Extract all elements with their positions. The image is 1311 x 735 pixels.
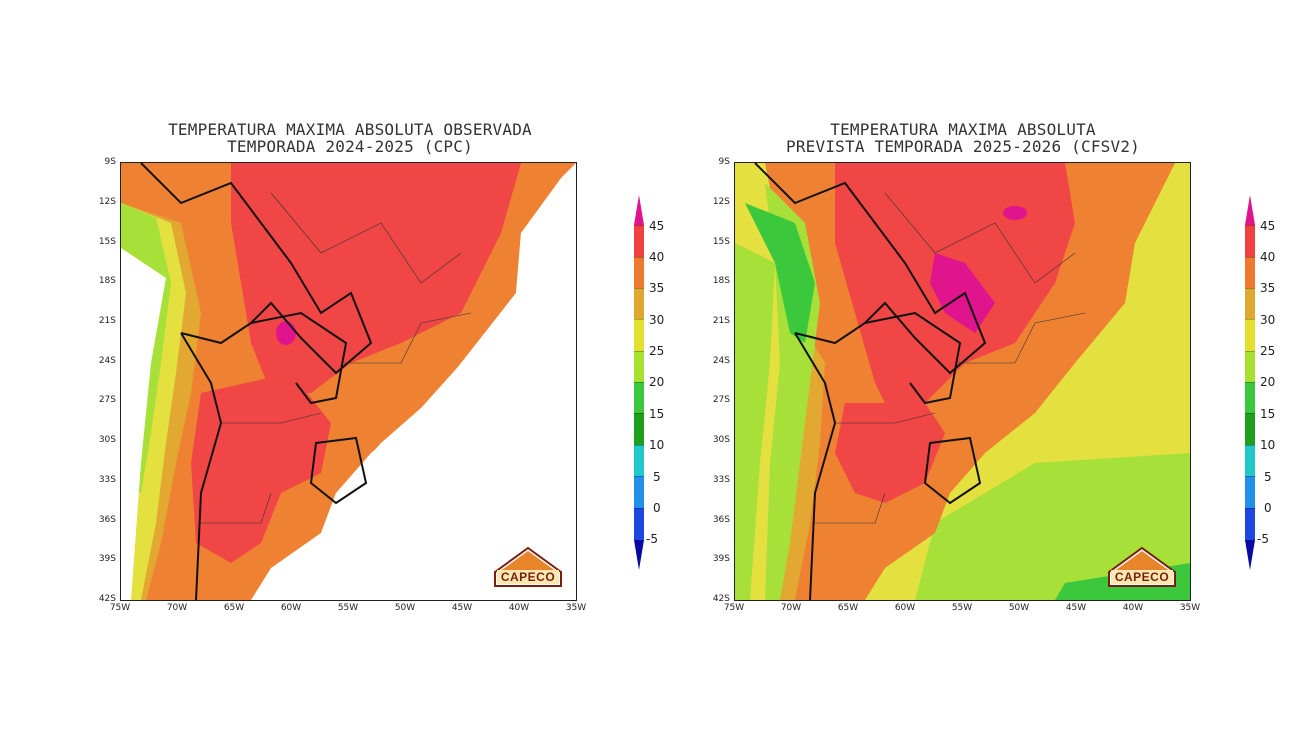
x-tick-label: 55W — [337, 603, 359, 613]
region-cool-pacific — [735, 243, 775, 600]
colorbar-label: 20 — [1260, 375, 1276, 389]
x-tick-label: 50W — [394, 603, 416, 613]
y-tick-label: 24S — [712, 356, 730, 366]
map-forecast — [734, 162, 1191, 601]
colorbar-label: 45 — [649, 219, 665, 233]
panel-forecast: TEMPERATURA MAXIMA ABSOLUTA PREVISTA TEM… — [655, 0, 1311, 735]
region-extreme-spot — [1003, 206, 1027, 220]
colorbar-label: 10 — [1260, 438, 1276, 452]
y-tick-label: 18S — [98, 276, 116, 286]
colorbar-label: 30 — [1260, 313, 1276, 327]
colorbar-label: 15 — [649, 407, 665, 421]
y-tick-label: 39S — [712, 554, 730, 564]
y-tick-label: 21S — [98, 316, 116, 326]
colorbar-label: 30 — [649, 313, 665, 327]
colorbar-label: 0 — [1264, 501, 1272, 515]
logo-text: CAPECO — [500, 570, 556, 584]
y-tick-label: 33S — [98, 475, 116, 485]
colorbar-label: 45 — [1260, 219, 1276, 233]
y-tick-label: 18S — [712, 276, 730, 286]
x-tick-label: 50W — [1008, 603, 1030, 613]
x-tick-label: 35W — [1179, 603, 1201, 613]
x-tick-label: 70W — [780, 603, 802, 613]
logo-text: CAPECO — [1114, 570, 1170, 584]
region-very-hot-north — [231, 163, 521, 393]
x-tick-label: 40W — [508, 603, 530, 613]
x-tick-label: 40W — [1122, 603, 1144, 613]
y-tick-label: 30S — [712, 435, 730, 445]
map-observed — [120, 162, 577, 601]
y-tick-label: 12S — [98, 197, 116, 207]
x-tick-label: 65W — [223, 603, 245, 613]
title-line-2: PREVISTA TEMPORADA 2025-2026 (CFSV2) — [786, 137, 1140, 156]
colorbar-label: 20 — [649, 375, 665, 389]
y-tick-label: 42S — [98, 594, 116, 604]
y-tick-label: 21S — [712, 316, 730, 326]
y-tick-label: 39S — [98, 554, 116, 564]
colorbar — [1245, 195, 1255, 570]
y-tick-label: 24S — [98, 356, 116, 366]
y-tick-label: 42S — [712, 594, 730, 604]
x-tick-label: 75W — [109, 603, 131, 613]
region-extreme-brazil — [930, 253, 995, 333]
title-line-2: TEMPORADA 2024-2025 (CPC) — [227, 137, 473, 156]
colorbar-label: 40 — [649, 250, 665, 264]
colorbar-label: -5 — [646, 532, 658, 546]
x-tick-label: 45W — [451, 603, 473, 613]
x-tick-label: 70W — [166, 603, 188, 613]
y-tick-label: 15S — [98, 237, 116, 247]
title-line-1: TEMPERATURA MAXIMA ABSOLUTA — [830, 120, 1096, 139]
y-tick-label: 36S — [712, 515, 730, 525]
title-line-1: TEMPERATURA MAXIMA ABSOLUTA OBSERVADA — [168, 120, 532, 139]
region-extreme-hotspot — [276, 321, 296, 345]
colorbar-label: 35 — [649, 281, 665, 295]
y-tick-label: 15S — [712, 237, 730, 247]
y-tick-label: 30S — [98, 435, 116, 445]
y-tick-label: 36S — [98, 515, 116, 525]
colorbar-label: -5 — [1257, 532, 1269, 546]
y-tick-label: 9S — [104, 157, 116, 167]
colorbar-label: 35 — [1260, 281, 1276, 295]
capeco-logo: CAPECO — [493, 546, 563, 590]
x-tick-label: 60W — [894, 603, 916, 613]
x-tick-label: 35W — [565, 603, 587, 613]
y-tick-label: 27S — [98, 395, 116, 405]
y-tick-label: 33S — [712, 475, 730, 485]
region-ocean-atlantic — [256, 163, 576, 600]
x-tick-label: 55W — [951, 603, 973, 613]
colorbar-label: 5 — [653, 470, 661, 484]
y-tick-label: 9S — [718, 157, 730, 167]
panel-title: TEMPERATURA MAXIMA ABSOLUTA OBSERVADA TE… — [120, 121, 580, 155]
region-very-hot-south — [191, 373, 331, 563]
colorbar-label: 15 — [1260, 407, 1276, 421]
region-cold-andes — [745, 203, 815, 343]
capeco-logo: CAPECO — [1107, 546, 1177, 590]
y-tick-label: 27S — [712, 395, 730, 405]
region-ocean-pacific — [121, 248, 166, 600]
y-tick-label: 12S — [712, 197, 730, 207]
colorbar-label: 40 — [1260, 250, 1276, 264]
x-tick-label: 60W — [280, 603, 302, 613]
panel-title: TEMPERATURA MAXIMA ABSOLUTA PREVISTA TEM… — [733, 121, 1193, 155]
region-very-hot-central — [835, 403, 945, 503]
colorbar-label: 25 — [1260, 344, 1276, 358]
colorbar-label: 0 — [653, 501, 661, 515]
x-tick-label: 45W — [1065, 603, 1087, 613]
x-tick-label: 75W — [723, 603, 745, 613]
x-tick-label: 65W — [837, 603, 859, 613]
colorbar-label: 10 — [649, 438, 665, 452]
colorbar-label: 5 — [1264, 470, 1272, 484]
panel-observed: TEMPERATURA MAXIMA ABSOLUTA OBSERVADA TE… — [0, 0, 664, 735]
colorbar — [634, 195, 644, 570]
colorbar-label: 25 — [649, 344, 665, 358]
